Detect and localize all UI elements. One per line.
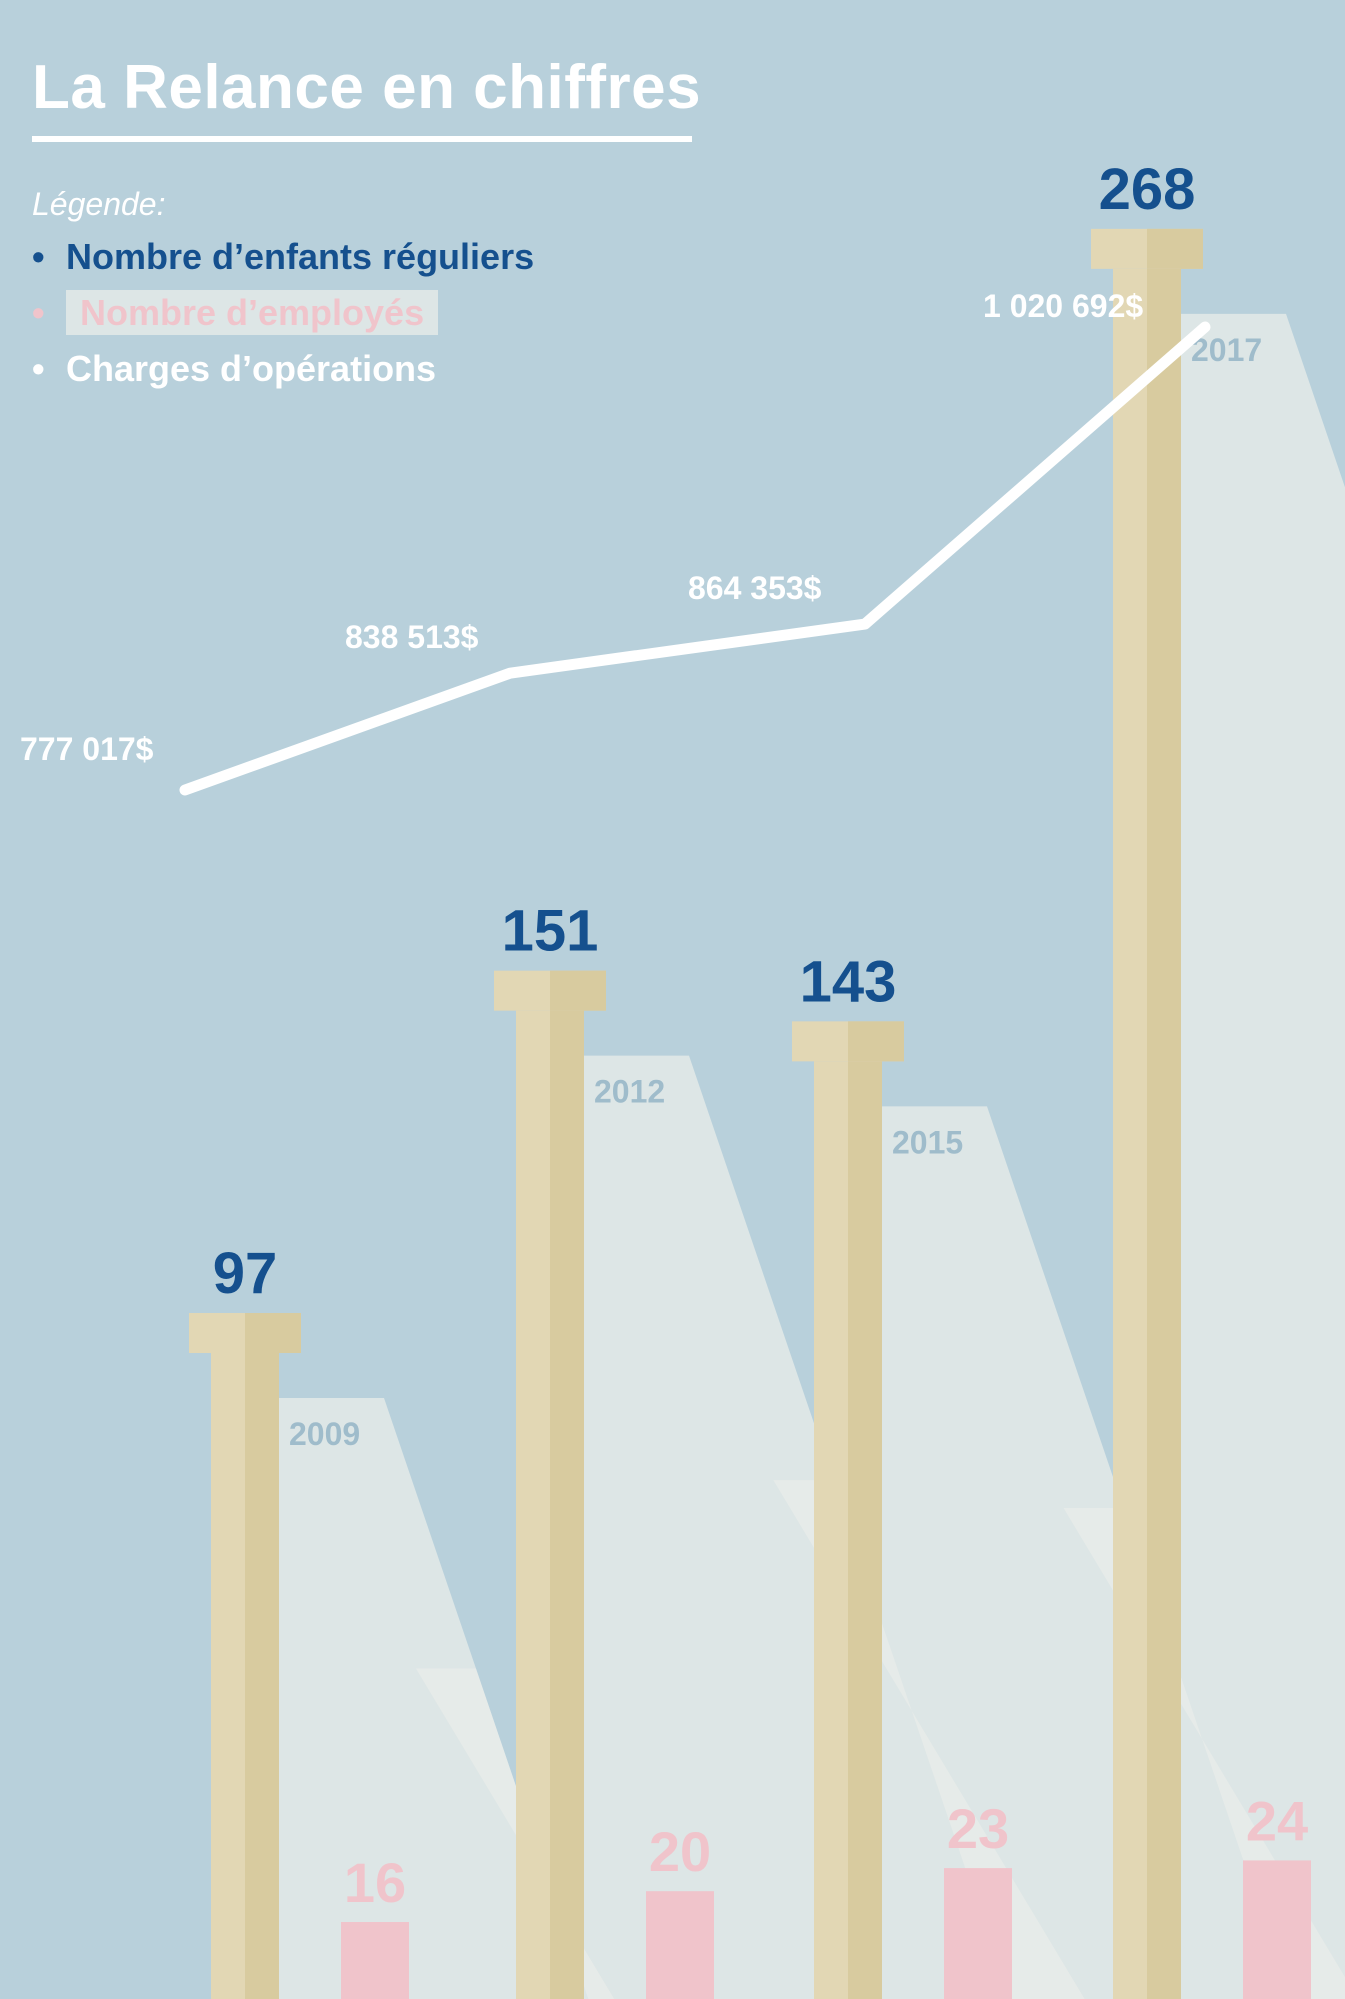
year-label-2009: 2009 (289, 1416, 360, 1452)
legend-item-charges: • Charges d’opérations (32, 341, 534, 397)
title-block: La Relance en chiffres (32, 48, 701, 142)
column-capital-shade-2012 (550, 970, 606, 1011)
column-capital-shade-2015 (848, 1021, 904, 1062)
legend-item-employees: • Nombre d’employés (32, 285, 534, 341)
column-capital-shade-2017 (1147, 228, 1203, 269)
charges-value-label-2017: 1 020 692$ (983, 288, 1143, 324)
legend: Légende: • Nombre d’enfants réguliers • No… (32, 186, 534, 397)
column-shadow-2017 (1181, 313, 1345, 1999)
column-shade-2009 (245, 1353, 279, 1999)
bullet-icon: • (32, 348, 45, 389)
column-shade-2015 (848, 1061, 882, 1999)
employees-value-label-2009: 16 (344, 1851, 406, 1914)
column-shadow-highlight-2012 (773, 1480, 1085, 1999)
year-label-2015: 2015 (892, 1124, 963, 1160)
year-label-2017: 2017 (1191, 332, 1262, 368)
employees-bar-2015 (944, 1868, 1012, 1999)
title-underline (32, 136, 692, 142)
charges-value-label-2012: 838 513$ (345, 619, 479, 655)
bullet-icon: • (32, 236, 45, 277)
children-value-label-2017: 268 (1099, 157, 1196, 222)
employees-value-label-2015: 23 (947, 1797, 1009, 1860)
legend-label-children: Nombre d’enfants réguliers (66, 236, 535, 277)
column-shade-2012 (550, 1010, 584, 1999)
year-label-2012: 2012 (594, 1074, 665, 1110)
column-capital-shade-2009 (245, 1313, 301, 1353)
column-shadow-2012 (584, 1055, 1010, 1999)
employees-bar-2009 (341, 1922, 409, 1999)
children-value-label-2009: 97 (213, 1241, 278, 1306)
children-value-label-2015: 143 (800, 949, 897, 1014)
bullet-icon: • (32, 292, 45, 333)
column-shadow-2015 (882, 1106, 1291, 1999)
legend-label-employees: Nombre d’employés (66, 290, 439, 335)
employees-bar-2017 (1243, 1860, 1311, 1999)
employees-value-label-2012: 20 (649, 1820, 711, 1883)
chart-title: La Relance en chiffres (32, 53, 702, 122)
legend-label-charges: Charges d’opérations (66, 348, 437, 389)
children-value-label-2012: 151 (502, 899, 599, 964)
charges-value-label-2009: 777 017$ (20, 731, 154, 767)
legend-heading: Légende: (32, 186, 166, 222)
column-shade-2017 (1147, 268, 1181, 1999)
charges-value-label-2015: 864 353$ (688, 570, 822, 606)
employees-bar-2012 (646, 1891, 714, 1999)
legend-item-children: • Nombre d’enfants réguliers (32, 229, 534, 285)
employees-value-label-2017: 24 (1246, 1789, 1308, 1852)
column-shadow-2009 (279, 1398, 589, 1999)
charges-line (179, 321, 1211, 796)
